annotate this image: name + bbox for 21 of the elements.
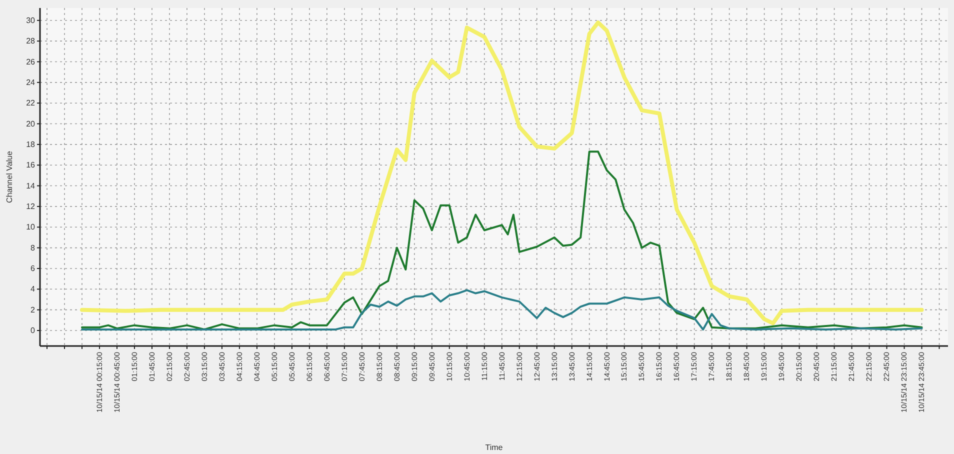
y-tick-label: 14 xyxy=(26,181,36,190)
line-series xyxy=(80,20,924,326)
y-tick-label: 0 xyxy=(30,326,36,336)
y-tick-label: 2 xyxy=(30,305,36,314)
y-tick-label: 28 xyxy=(26,36,36,46)
line-series xyxy=(80,150,923,330)
y-tick-label: 20 xyxy=(26,119,36,128)
y-tick-label: 24 xyxy=(26,78,36,87)
y-tick-label: 16 xyxy=(26,160,36,170)
y-tick-label: 10 xyxy=(26,222,36,232)
y-axis-title: Channel Value xyxy=(5,150,14,203)
y-tick-label: 6 xyxy=(30,264,36,274)
y-tick-label: 12 xyxy=(26,202,36,212)
y-tick-label: 30 xyxy=(26,16,36,25)
y-tick-label: 8 xyxy=(30,243,36,252)
y-tick-label: 18 xyxy=(26,140,36,149)
y-tick-label: 22 xyxy=(26,98,36,108)
y-tick-label: 4 xyxy=(30,284,36,294)
line-series xyxy=(80,289,923,330)
x-axis-title: Time xyxy=(485,443,504,452)
y-tick-label: 26 xyxy=(26,57,36,66)
